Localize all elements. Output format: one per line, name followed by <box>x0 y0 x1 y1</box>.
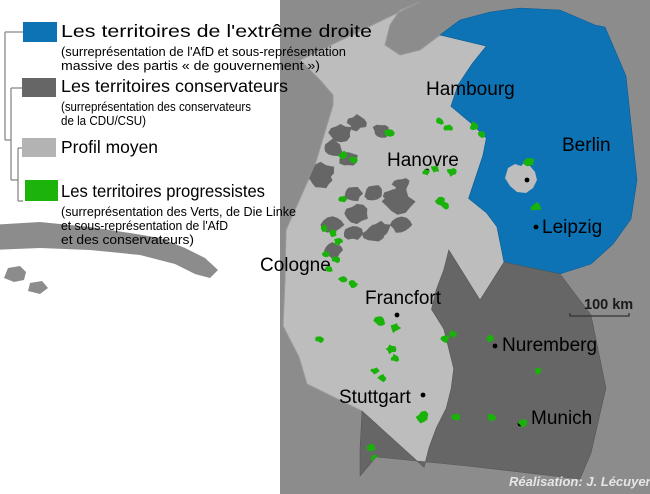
svg-text:et sous-représentation de l'Af: et sous-représentation de l'AfD <box>61 219 228 233</box>
svg-text:(surreprésentation des Verts,: (surreprésentation des Verts, de Die Lin… <box>61 205 296 219</box>
svg-text:Munich: Munich <box>531 408 592 429</box>
svg-text:Profil moyen: Profil moyen <box>61 137 158 157</box>
svg-text:massive des partis « de gouver: massive des partis « de gouvernement ») <box>61 59 320 73</box>
svg-text:Les territoires progressistes: Les territoires progressistes <box>61 181 265 201</box>
svg-text:Réalisation: J. Lécuyer: Réalisation: J. Lécuyer <box>509 474 650 489</box>
svg-text:Nuremberg: Nuremberg <box>502 335 597 356</box>
svg-text:Les territoires de l'extrême d: Les territoires de l'extrême droite <box>61 21 372 41</box>
svg-text:Hambourg: Hambourg <box>426 79 515 100</box>
svg-text:Berlin: Berlin <box>562 135 611 156</box>
svg-text:Stuttgart: Stuttgart <box>339 387 412 408</box>
svg-text:Hanovre: Hanovre <box>387 150 459 171</box>
svg-text:de la CDU/CSU): de la CDU/CSU) <box>61 114 146 128</box>
svg-text:(surreprésentation de l'AfD et: (surreprésentation de l'AfD et sous-repr… <box>61 45 346 59</box>
svg-text:100 km: 100 km <box>584 297 633 313</box>
svg-text:Francfort: Francfort <box>365 288 442 309</box>
svg-text:et des conservateurs): et des conservateurs) <box>61 233 194 247</box>
svg-text:Les territoires conservateurs: Les territoires conservateurs <box>61 76 288 96</box>
svg-text:Cologne: Cologne <box>260 255 331 276</box>
svg-text:(surreprésentation des conserv: (surreprésentation des conservateurs <box>61 100 251 114</box>
svg-text:Leipzig: Leipzig <box>542 217 602 238</box>
